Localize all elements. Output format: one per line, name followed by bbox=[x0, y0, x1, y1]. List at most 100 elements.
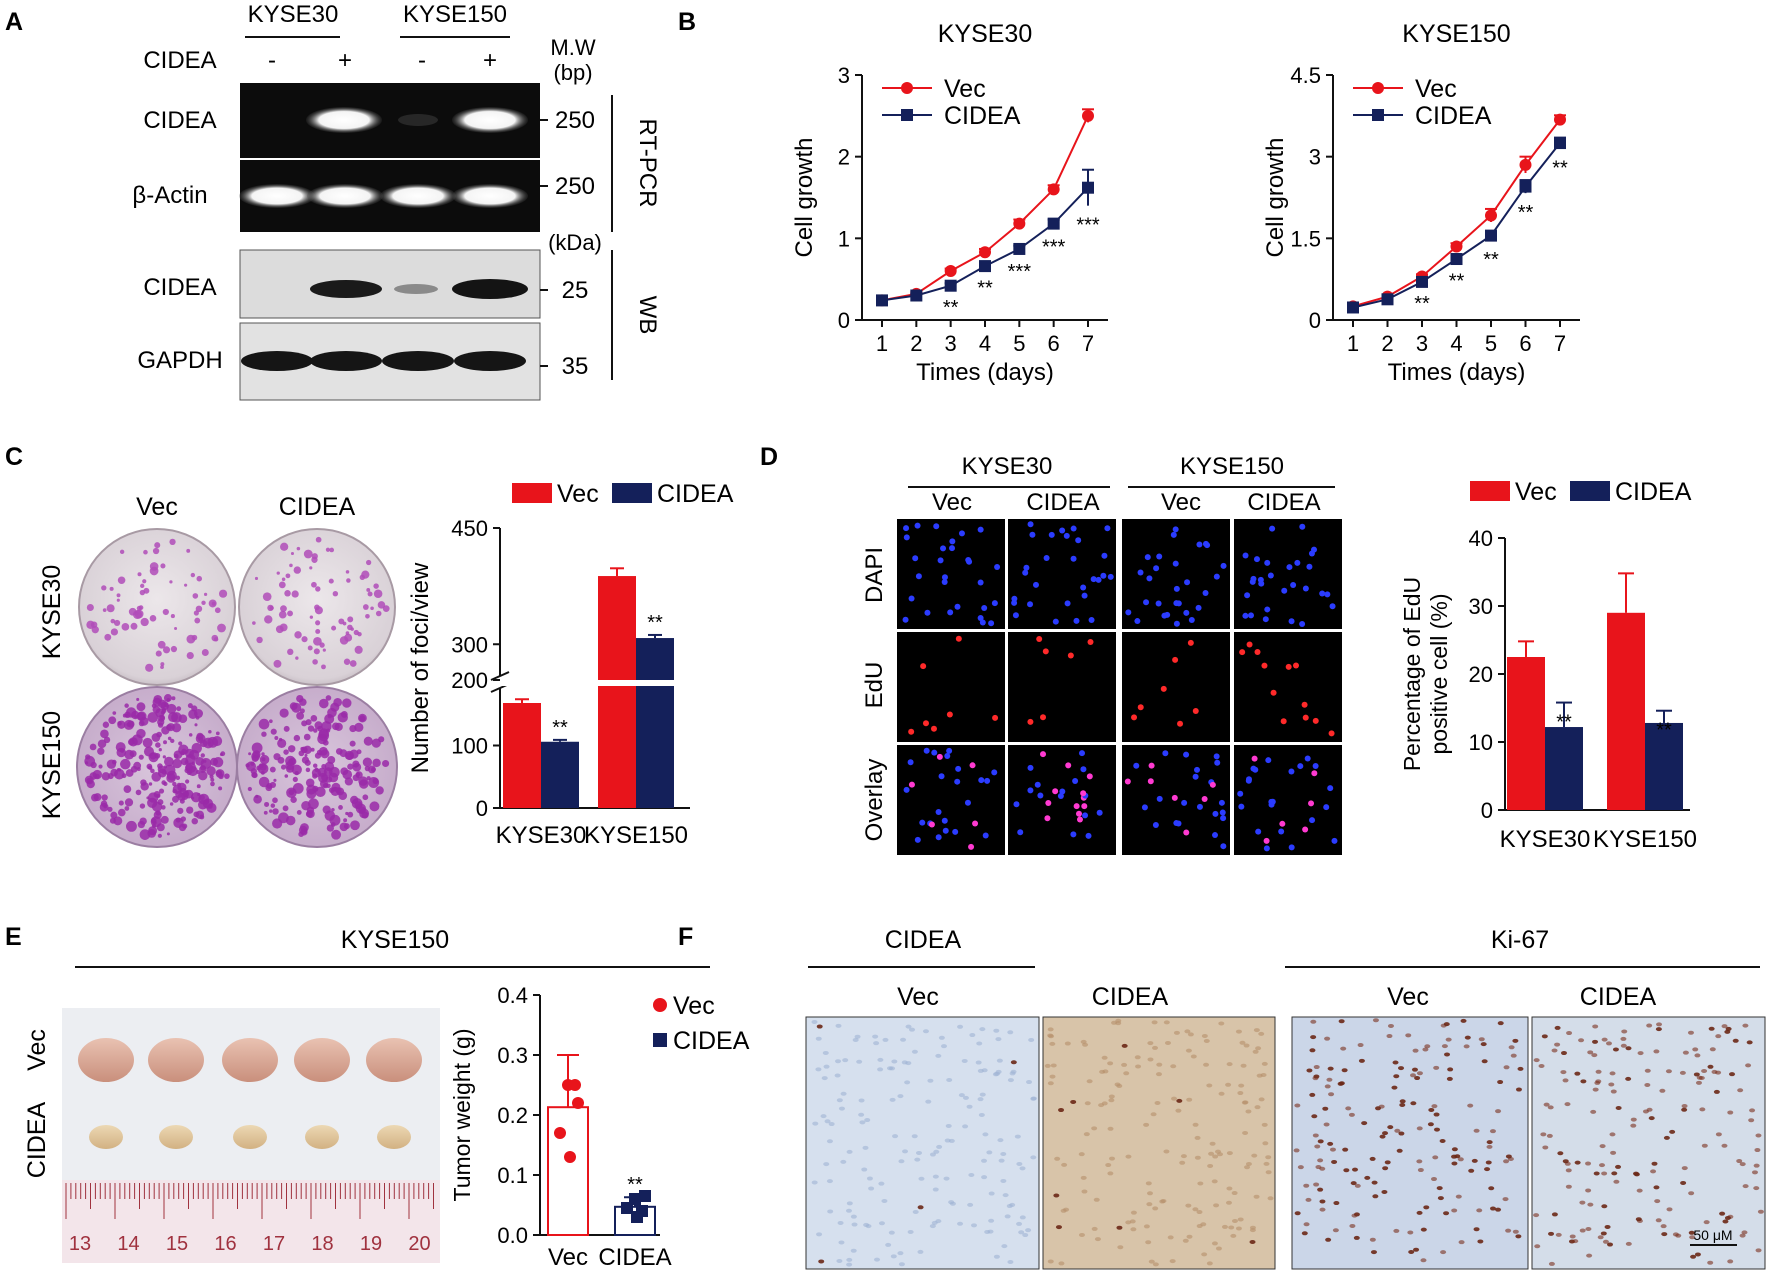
ihc-cell bbox=[1694, 1252, 1701, 1257]
colony bbox=[140, 617, 149, 627]
ihc-cell bbox=[1610, 1089, 1617, 1094]
colony bbox=[338, 791, 348, 801]
ihc-cell bbox=[1488, 1186, 1495, 1191]
nucleus bbox=[1170, 531, 1177, 538]
ihc-cell bbox=[1353, 1235, 1360, 1240]
ihc-cell bbox=[1070, 1099, 1077, 1104]
colony bbox=[280, 605, 287, 613]
ihc-cell bbox=[1196, 1210, 1203, 1215]
ihc-cell bbox=[826, 1139, 833, 1144]
ihc-cell bbox=[842, 1058, 849, 1063]
colony bbox=[170, 614, 175, 619]
colony bbox=[372, 758, 381, 768]
ihc-cell bbox=[1660, 1224, 1667, 1229]
y-tick-label: 0 bbox=[1481, 798, 1493, 823]
tumor-vec bbox=[148, 1038, 204, 1082]
micro-tile bbox=[1122, 632, 1230, 742]
colony bbox=[166, 723, 175, 732]
ihc-cell bbox=[1125, 1154, 1132, 1159]
nucleus bbox=[1267, 572, 1274, 579]
ihc-cell bbox=[1130, 1227, 1137, 1232]
ihc-cell bbox=[911, 1134, 918, 1139]
point-cidea bbox=[979, 260, 991, 273]
edu-nucleus bbox=[1302, 714, 1309, 721]
ihc-cell bbox=[1322, 1106, 1329, 1111]
ihc-cell bbox=[864, 1118, 871, 1123]
legend-label: Vec bbox=[557, 480, 599, 508]
ihc-cell bbox=[1369, 1156, 1376, 1161]
overlay-nucleus bbox=[942, 827, 949, 834]
point-cidea bbox=[910, 289, 923, 302]
nucleus bbox=[1269, 525, 1276, 532]
ihc-cell bbox=[1484, 1167, 1491, 1172]
ihc-cell bbox=[967, 1202, 974, 1207]
f-group-ki67: Ki-67 bbox=[1491, 926, 1549, 954]
colony bbox=[284, 774, 289, 778]
ihc-cell bbox=[1515, 1234, 1522, 1239]
overlay-nucleus bbox=[1148, 762, 1155, 769]
overlay-nucleus bbox=[1081, 803, 1088, 810]
overlay-nucleus bbox=[1034, 781, 1041, 788]
ihc-cell bbox=[1305, 1197, 1312, 1202]
colony bbox=[313, 636, 322, 646]
nucleus bbox=[1100, 572, 1107, 579]
colony bbox=[285, 815, 296, 826]
point-cidea bbox=[1450, 253, 1463, 266]
colony bbox=[110, 811, 118, 819]
ihc-cell bbox=[812, 1121, 819, 1126]
ihc-cell bbox=[1690, 1254, 1697, 1259]
nucleus bbox=[915, 573, 922, 580]
overlay-nucleus bbox=[1220, 815, 1227, 822]
colony bbox=[151, 817, 157, 824]
panel-d-microscopy: KYSE30 KYSE150 Vec CIDEA Vec CIDEA DAPI … bbox=[861, 453, 1345, 857]
ihc-cell bbox=[978, 1112, 985, 1117]
overlay-nucleus bbox=[944, 752, 951, 759]
colony bbox=[307, 725, 315, 732]
nucleus bbox=[1153, 565, 1160, 572]
ihc-cell bbox=[1398, 1066, 1405, 1071]
ihc-cell bbox=[1215, 1246, 1222, 1251]
colony bbox=[116, 593, 121, 598]
ihc-cell bbox=[1049, 1074, 1056, 1079]
nucleus bbox=[1146, 575, 1153, 582]
ihc-cell bbox=[1615, 1106, 1622, 1111]
ihc-cell bbox=[868, 1186, 875, 1191]
colony bbox=[212, 757, 224, 768]
nucleus bbox=[1137, 569, 1144, 576]
nucleus bbox=[941, 574, 948, 581]
ihc-cell bbox=[1244, 1165, 1251, 1170]
ihc-cell bbox=[962, 1095, 969, 1100]
ihc-cell bbox=[1605, 1041, 1612, 1046]
wb-band-gapdh-lane2 bbox=[310, 351, 382, 371]
nucleus bbox=[1202, 590, 1209, 597]
nucleus bbox=[1264, 606, 1271, 613]
edu-nucleus bbox=[922, 720, 929, 727]
colony bbox=[199, 814, 205, 820]
colony bbox=[142, 737, 153, 748]
ihc-cell bbox=[1625, 1046, 1632, 1051]
ihc-cell bbox=[1701, 1143, 1708, 1148]
colony bbox=[118, 800, 124, 806]
colony bbox=[315, 586, 321, 592]
nucleus bbox=[924, 609, 931, 616]
ihc-cell bbox=[1451, 1208, 1458, 1213]
colony bbox=[86, 603, 94, 612]
ihc-cell bbox=[850, 1248, 857, 1253]
ihc-cell bbox=[1543, 1102, 1550, 1107]
panel-c-plates: Vec CIDEA KYSE30 KYSE150 bbox=[38, 493, 398, 848]
edu-nucleus bbox=[1172, 656, 1179, 663]
x-tick-label: 6 bbox=[1048, 331, 1060, 356]
ihc-cell bbox=[1497, 1080, 1504, 1085]
nucleus bbox=[1134, 618, 1141, 625]
ihc-cell bbox=[1258, 1031, 1265, 1036]
y-tick-label: 40 bbox=[1469, 526, 1493, 551]
colony bbox=[307, 645, 313, 651]
ihc-cell bbox=[1597, 1235, 1604, 1240]
colony bbox=[124, 798, 134, 807]
colony bbox=[350, 627, 354, 631]
ihc-cell bbox=[911, 1049, 918, 1054]
ihc-cell bbox=[1310, 1019, 1317, 1024]
plate-colonies bbox=[84, 536, 390, 840]
ihc-cell bbox=[1382, 1166, 1389, 1171]
ihc-cell bbox=[1655, 1027, 1662, 1032]
